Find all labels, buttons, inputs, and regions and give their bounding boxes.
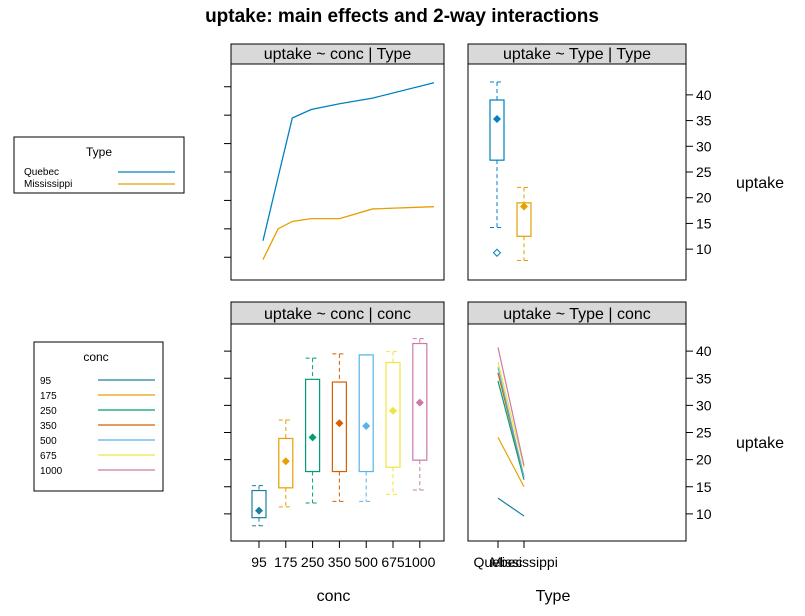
box-95 <box>251 485 267 527</box>
median-point <box>389 406 397 415</box>
legend-label-250: 250 <box>40 406 57 417</box>
y-tick-label: 15 <box>696 479 712 495</box>
plot-title: uptake: main effects and 2-way interacti… <box>205 6 599 27</box>
median-point <box>520 202 528 211</box>
box-iqr <box>251 489 267 519</box>
series-line-quebec <box>262 82 435 241</box>
series-line-1000 <box>497 347 525 466</box>
box-quebec <box>489 81 505 257</box>
box-iqr <box>278 437 294 489</box>
strip-label: uptake ~ conc | conc <box>264 306 411 323</box>
box-mississippi <box>516 186 532 261</box>
y-axis-title-bottom: uptake <box>736 435 784 452</box>
median-point <box>362 421 371 430</box>
series-line-95 <box>497 497 525 517</box>
x-tick-label: 675 <box>381 554 405 570</box>
y-tick-label: 10 <box>696 506 712 522</box>
strip-label: uptake ~ Type | Type <box>503 46 651 63</box>
strip-label: uptake ~ conc | Type <box>264 46 412 63</box>
panel-frame <box>230 323 445 542</box>
x-tick-label: 175 <box>274 554 298 570</box>
y-tick-label: 30 <box>696 397 712 413</box>
series-line-250 <box>497 380 525 480</box>
panel-uptake-conc-by-type: uptake ~ conc | Type <box>224 43 445 281</box>
x-tick-label: Mississippi <box>490 554 558 570</box>
box-iqr <box>358 354 374 473</box>
x-tick-label: 350 <box>328 554 352 570</box>
legend-frame <box>33 341 164 492</box>
box-500 <box>358 354 374 502</box>
y-tick-label: 25 <box>696 164 712 180</box>
x-tick-label: 1000 <box>404 554 435 570</box>
box-250 <box>305 357 321 504</box>
box-675 <box>385 351 401 495</box>
y-tick-label: 40 <box>696 87 712 103</box>
legend-label-mississippi: Mississippi <box>24 179 72 190</box>
box-iqr <box>331 381 347 473</box>
median-point <box>493 115 501 124</box>
x-tick-label: 250 <box>301 554 325 570</box>
series-line-675 <box>497 361 525 468</box>
box-350 <box>331 353 347 502</box>
y-tick-label: 30 <box>696 138 712 154</box>
legend-title: Type <box>86 145 112 159</box>
x-tick-label: 500 <box>355 554 379 570</box>
x-tick-label: Quebec <box>473 554 522 570</box>
box-iqr <box>305 378 321 473</box>
median-point <box>281 457 290 466</box>
median-point <box>255 506 263 515</box>
axes-extra: uptake uptake <box>736 175 784 452</box>
median-point <box>335 419 344 428</box>
series-line-mississippi <box>262 206 435 260</box>
panel-uptake-type-by-conc: uptake ~ Type | conc 10 15 20 25 30 35 40 Quebec… <box>467 301 712 605</box>
panel-frame <box>230 63 445 281</box>
panel-uptake-conc-by-conc: uptake ~ conc | conc 95 175 250 350 500 675 100… <box>224 301 445 605</box>
y-tick-label: 10 <box>696 241 712 257</box>
y-tick-label: 40 <box>696 343 712 359</box>
median-point <box>415 398 424 407</box>
legend-label-1000: 1000 <box>40 466 63 477</box>
box-iqr <box>385 361 401 468</box>
y-tick-label: 15 <box>696 215 712 231</box>
legend-label-675: 675 <box>40 451 57 462</box>
legend-label-350: 350 <box>40 421 57 432</box>
y-axis-title-top: uptake <box>736 175 784 192</box>
legend-label-quebec: Quebec <box>24 167 59 178</box>
y-tick-label: 25 <box>696 425 712 441</box>
y-tick-label: 20 <box>696 452 712 468</box>
legend-label-95: 95 <box>40 376 52 387</box>
legend-title: conc <box>83 350 108 364</box>
legend-conc: conc 95 175 250 350 500 675 1000 <box>33 341 164 492</box>
y-tick-label: 35 <box>696 370 712 386</box>
x-axis-title: Type <box>536 588 571 605</box>
series-line-500 <box>497 367 525 478</box>
series-line-175 <box>497 437 525 488</box>
panel-frame <box>467 63 687 281</box>
panel-frame <box>467 323 687 542</box>
x-axis-title: conc <box>317 588 351 605</box>
legend-label-500: 500 <box>40 436 57 447</box>
panel-uptake-type-by-type: uptake ~ Type | Type 10 15 20 25 30 35 40 <box>467 43 712 281</box>
box-iqr <box>412 342 428 461</box>
box-1000 <box>412 338 428 491</box>
x-tick-label: 95 <box>251 554 267 570</box>
y-tick-label: 35 <box>696 113 712 129</box>
strip-label: uptake ~ Type | conc <box>503 306 651 323</box>
outlier-point <box>492 248 502 257</box>
box-iqr <box>489 99 505 161</box>
median-point <box>308 433 317 442</box>
box-175 <box>278 419 294 508</box>
y-tick-label: 20 <box>696 190 712 206</box>
legend-label-175: 175 <box>40 391 57 402</box>
